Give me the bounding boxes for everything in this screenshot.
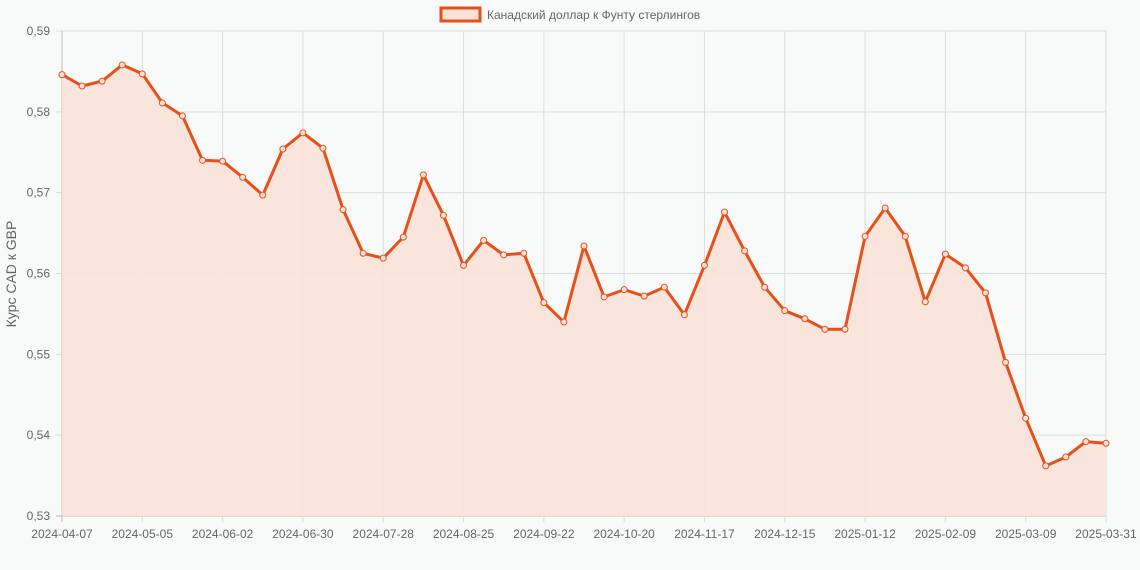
x-axis-ticks: 2024-04-07 2024-05-05 2024-06-02 2024-06-30… bbox=[31, 527, 1137, 541]
data-point[interactable] bbox=[259, 191, 267, 199]
y-tick-label: 0,54 bbox=[27, 428, 51, 442]
data-point[interactable] bbox=[158, 99, 166, 107]
data-point[interactable] bbox=[660, 283, 668, 291]
data-point[interactable] bbox=[781, 307, 789, 315]
data-point[interactable] bbox=[961, 264, 969, 272]
data-point[interactable] bbox=[1042, 462, 1050, 470]
legend-label[interactable]: Канадский доллар к Фунту стерлингов bbox=[487, 8, 700, 22]
x-tick-label: 2024-11-17 bbox=[674, 527, 735, 541]
data-point[interactable] bbox=[761, 283, 769, 291]
data-point[interactable] bbox=[460, 261, 468, 269]
area-fill bbox=[62, 64, 1106, 517]
x-tick-label: 2024-07-28 bbox=[353, 527, 415, 541]
data-point[interactable] bbox=[881, 204, 889, 212]
data-point[interactable] bbox=[861, 232, 869, 240]
x-tick-label: 2025-02-09 bbox=[915, 527, 977, 541]
data-point[interactable] bbox=[821, 325, 829, 333]
x-tick-label: 2024-09-22 bbox=[513, 527, 575, 541]
data-point[interactable] bbox=[680, 311, 688, 319]
data-point[interactable] bbox=[279, 145, 287, 153]
x-tick-label: 2024-08-25 bbox=[433, 527, 495, 541]
x-tick-label: 2024-06-02 bbox=[192, 527, 254, 541]
y-tick-label: 0,56 bbox=[27, 267, 51, 281]
data-point[interactable] bbox=[299, 129, 307, 137]
y-axis-ticks: 0,59 0,58 0,57 0,56 0,55 0,54 0,53 bbox=[27, 24, 51, 523]
data-point[interactable] bbox=[58, 71, 66, 79]
data-point[interactable] bbox=[78, 82, 86, 90]
y-tick-label: 0,59 bbox=[27, 24, 51, 38]
data-point[interactable] bbox=[219, 157, 227, 165]
data-point[interactable] bbox=[540, 299, 548, 307]
data-point[interactable] bbox=[379, 254, 387, 262]
data-point[interactable] bbox=[439, 211, 447, 219]
data-point[interactable] bbox=[419, 171, 427, 179]
data-point[interactable] bbox=[620, 286, 628, 294]
data-point[interactable] bbox=[741, 247, 749, 255]
data-points bbox=[58, 61, 1110, 470]
legend[interactable]: Канадский доллар к Фунту стерлингов bbox=[439, 6, 700, 23]
data-point[interactable] bbox=[339, 206, 347, 214]
y-tick-label: 0,58 bbox=[27, 105, 51, 119]
data-point[interactable] bbox=[138, 70, 146, 78]
data-point[interactable] bbox=[319, 144, 327, 152]
data-point[interactable] bbox=[98, 77, 106, 85]
data-point[interactable] bbox=[901, 232, 909, 240]
data-point[interactable] bbox=[500, 251, 508, 259]
data-point[interactable] bbox=[941, 250, 949, 258]
x-tick-label: 2025-03-09 bbox=[995, 527, 1057, 541]
data-point[interactable] bbox=[520, 249, 528, 257]
y-tick-label: 0,53 bbox=[27, 509, 51, 523]
data-point[interactable] bbox=[982, 289, 990, 297]
data-point[interactable] bbox=[359, 249, 367, 257]
y-tick-label: 0,55 bbox=[27, 347, 51, 361]
y-axis-title: Курс CAD к GBP bbox=[3, 221, 19, 328]
data-point[interactable] bbox=[580, 242, 588, 250]
x-tick-label: 2024-05-05 bbox=[112, 527, 174, 541]
data-point[interactable] bbox=[1002, 358, 1010, 366]
data-point[interactable] bbox=[921, 298, 929, 306]
data-point[interactable] bbox=[600, 293, 608, 301]
data-point[interactable] bbox=[480, 236, 488, 244]
x-tick-label: 2024-04-07 bbox=[31, 527, 93, 541]
data-point[interactable] bbox=[640, 292, 648, 300]
data-point[interactable] bbox=[721, 208, 729, 216]
data-point[interactable] bbox=[1082, 438, 1090, 446]
data-point[interactable] bbox=[199, 156, 207, 164]
legend-swatch-icon[interactable] bbox=[439, 6, 482, 23]
data-point[interactable] bbox=[118, 61, 126, 69]
x-tick-label: 2024-10-20 bbox=[593, 527, 655, 541]
data-point[interactable] bbox=[1062, 453, 1070, 461]
x-tick-label: 2024-06-30 bbox=[272, 527, 334, 541]
data-point[interactable] bbox=[178, 112, 186, 120]
data-point[interactable] bbox=[1022, 414, 1030, 422]
data-point[interactable] bbox=[1102, 439, 1110, 447]
data-point[interactable] bbox=[399, 233, 407, 241]
data-point[interactable] bbox=[700, 261, 708, 269]
x-tick-label: 2024-12-15 bbox=[754, 527, 816, 541]
y-tick-label: 0,57 bbox=[27, 186, 51, 200]
data-point[interactable] bbox=[560, 318, 568, 326]
x-tick-label: 2025-03-31 bbox=[1075, 527, 1137, 541]
data-point[interactable] bbox=[841, 325, 849, 333]
data-point[interactable] bbox=[239, 173, 247, 181]
data-point[interactable] bbox=[801, 315, 809, 323]
x-tick-label: 2025-01-12 bbox=[834, 527, 896, 541]
